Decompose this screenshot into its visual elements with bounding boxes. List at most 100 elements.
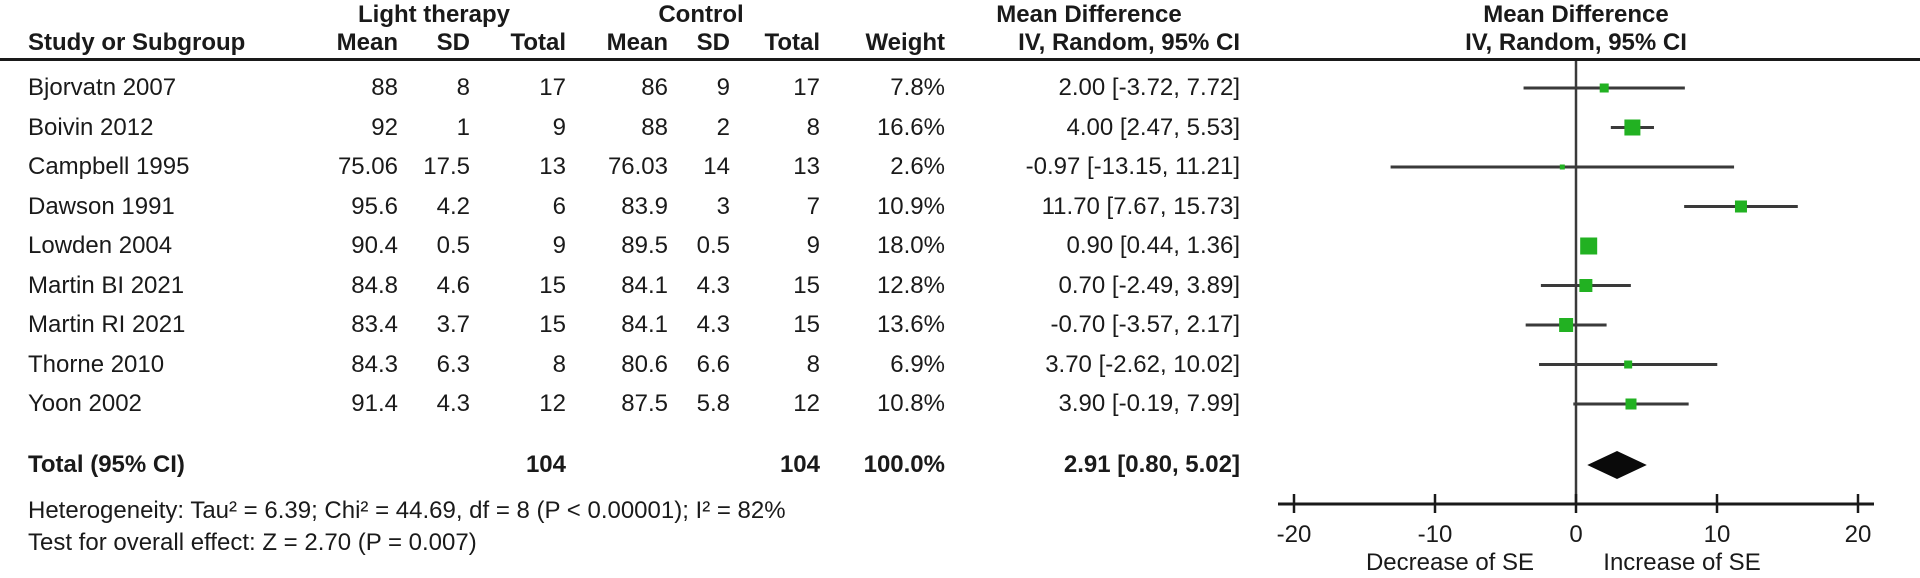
cell-sd1: 8 bbox=[456, 74, 470, 101]
cell-sd2: 9 bbox=[716, 74, 730, 101]
cell-study: Bjorvatn 2007 bbox=[28, 74, 177, 101]
cell-ci: 0.90 [0.44, 1.36] bbox=[1066, 232, 1240, 259]
cell-sd2: 2 bbox=[716, 113, 730, 141]
cell-total1: 9 bbox=[552, 232, 566, 259]
header-divider bbox=[0, 58, 1920, 61]
axis-caption-left: Decrease of SE bbox=[1366, 549, 1534, 576]
col-header-sd-ctrl: SD bbox=[696, 29, 730, 56]
cell-mean2: 76.03 bbox=[607, 153, 668, 180]
cell-sd1: 3.7 bbox=[436, 311, 470, 338]
cell-total2: 13 bbox=[793, 153, 820, 180]
cell-ci: -0.70 [-3.57, 2.17] bbox=[1050, 311, 1240, 338]
cell-weight: 10.8% bbox=[876, 390, 945, 417]
cell-sd2: 3 bbox=[716, 192, 730, 220]
cell-sd1: 0.5 bbox=[436, 232, 470, 259]
cell-ci: 0.70 [-2.49, 3.89] bbox=[1058, 271, 1240, 299]
cell-mean2: 88 bbox=[641, 113, 668, 141]
table-row: Martin RI 2021 83.4 3.7 15 84.1 4.3 15 13.6% -0.… bbox=[0, 312, 1920, 338]
cell-sd1: 17.5 bbox=[423, 153, 470, 180]
cell-mean1: 84.8 bbox=[351, 271, 398, 299]
cell-mean2: 84.1 bbox=[621, 311, 668, 338]
study-effect-marker bbox=[1625, 398, 1637, 410]
cell-mean2: 89.5 bbox=[621, 232, 668, 259]
total-n-exp: 104 bbox=[525, 451, 566, 478]
cell-total1: 13 bbox=[539, 153, 566, 180]
cell-sd1: 6.3 bbox=[436, 350, 470, 378]
total-row: Total (95% CI) 104 104 100.0% 2.91 [0.80… bbox=[0, 452, 1920, 478]
study-effect-marker bbox=[1559, 318, 1574, 332]
study-effect-marker bbox=[1624, 119, 1641, 136]
cell-total1: 12 bbox=[539, 390, 566, 417]
study-effect-marker bbox=[1624, 360, 1633, 369]
heterogeneity-stats: Heterogeneity: Tau² = 6.39; Chi² = 44.69… bbox=[28, 497, 786, 524]
group-header-light-therapy: Light therapy bbox=[357, 1, 510, 28]
cell-mean2: 83.9 bbox=[621, 192, 668, 220]
cell-sd2: 14 bbox=[703, 153, 730, 180]
cell-study: Dawson 1991 bbox=[28, 192, 175, 220]
cell-study: Thorne 2010 bbox=[28, 350, 165, 378]
cell-mean1: 95.6 bbox=[351, 192, 398, 220]
study-effect-marker bbox=[1734, 200, 1747, 213]
col-header-weight: Weight bbox=[865, 29, 945, 56]
cell-mean2: 87.5 bbox=[621, 390, 668, 417]
total-n-ctrl: 104 bbox=[779, 451, 820, 478]
x-axis-tick-label: 0 bbox=[1569, 521, 1582, 548]
x-axis-tick-label: 20 bbox=[1845, 521, 1872, 548]
table-row: Martin BI 2021 84.8 4.6 15 84.1 4.3 15 12.8% 0.7… bbox=[0, 271, 1920, 299]
col-header-sd-exp: SD bbox=[436, 29, 470, 56]
cell-weight: 2.6% bbox=[890, 153, 945, 180]
overall-effect-stats: Test for overall effect: Z = 2.70 (P = 0… bbox=[28, 529, 477, 556]
cell-total1: 9 bbox=[552, 113, 566, 141]
cell-study: Lowden 2004 bbox=[28, 232, 173, 259]
cell-sd1: 1 bbox=[456, 113, 470, 141]
cell-total1: 15 bbox=[539, 311, 566, 338]
table-row: Lowden 2004 90.4 0.5 9 89.5 0.5 9 18.0% 0.90 [0.… bbox=[0, 233, 1920, 259]
col-header-mean-ctrl: Mean bbox=[606, 29, 668, 56]
cell-total2: 8 bbox=[806, 113, 820, 141]
cell-mean1: 91.4 bbox=[351, 390, 398, 417]
x-axis-tick-label: 10 bbox=[1704, 521, 1731, 548]
cell-weight: 13.6% bbox=[876, 311, 945, 338]
study-effect-marker bbox=[1599, 83, 1609, 93]
cell-sd2: 0.5 bbox=[696, 232, 730, 259]
cell-total2: 15 bbox=[793, 271, 820, 299]
cell-ci: 11.70 [7.67, 15.73] bbox=[1041, 192, 1240, 220]
cell-total2: 8 bbox=[806, 350, 820, 378]
total-label: Total (95% CI) bbox=[28, 451, 185, 478]
table-row: Campbell 1995 75.06 17.5 13 76.03 14 13 2.6% -0.… bbox=[0, 154, 1920, 180]
group-header-mean-difference: Mean Difference bbox=[996, 1, 1182, 28]
cell-weight: 12.8% bbox=[876, 271, 945, 299]
axis-caption-right: Increase of SE bbox=[1603, 549, 1760, 576]
study-effect-marker bbox=[1579, 279, 1593, 292]
cell-ci: 3.90 [-0.19, 7.99] bbox=[1058, 390, 1240, 417]
cell-total2: 12 bbox=[793, 390, 820, 417]
cell-mean1: 83.4 bbox=[351, 311, 398, 338]
cell-sd2: 4.3 bbox=[696, 271, 730, 299]
cell-study: Martin RI 2021 bbox=[28, 311, 186, 338]
cell-weight: 6.9% bbox=[890, 350, 945, 378]
col-header-iv-ci-text: IV, Random, 95% CI bbox=[1018, 29, 1240, 56]
total-ci-text: 2.91 [0.80, 5.02] bbox=[1063, 451, 1240, 478]
cell-ci: 3.70 [-2.62, 10.02] bbox=[1045, 350, 1240, 378]
plot-header-mean-difference: Mean Difference bbox=[1483, 1, 1669, 28]
cell-total1: 17 bbox=[539, 74, 566, 101]
cell-mean2: 80.6 bbox=[621, 350, 668, 378]
cell-study: Boivin 2012 bbox=[28, 113, 154, 141]
group-header-control: Control bbox=[658, 1, 744, 28]
cell-sd1: 4.6 bbox=[436, 271, 470, 299]
cell-ci: 4.00 [2.47, 5.53] bbox=[1066, 113, 1240, 141]
cell-weight: 16.6% bbox=[876, 113, 945, 141]
col-header-total-exp: Total bbox=[510, 29, 566, 56]
x-axis-tick-label: -10 bbox=[1418, 521, 1453, 548]
table-row: Bjorvatn 2007 88 8 17 86 9 17 7.8% 2.00 [-3.72, … bbox=[0, 75, 1920, 101]
cell-sd1: 4.2 bbox=[436, 192, 470, 220]
cell-weight: 7.8% bbox=[890, 74, 945, 101]
col-header-study: Study or Subgroup bbox=[28, 29, 246, 56]
total-diamond bbox=[1587, 451, 1647, 479]
cell-total2: 7 bbox=[806, 192, 820, 220]
cell-total1: 6 bbox=[552, 192, 566, 220]
col-header-total-ctrl: Total bbox=[764, 29, 820, 56]
cell-mean2: 84.1 bbox=[621, 271, 668, 299]
col-header-mean-exp: Mean bbox=[336, 29, 398, 56]
